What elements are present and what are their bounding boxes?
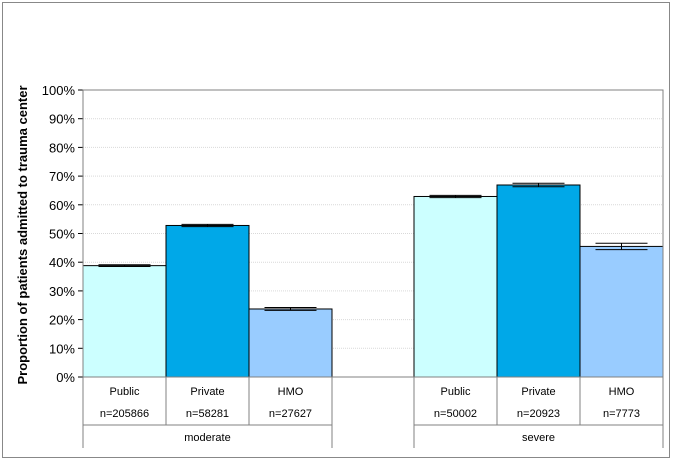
sample-size-label: n=205866 — [100, 408, 149, 420]
category-label: Public — [441, 386, 471, 398]
bar-moderate-private — [165, 224, 250, 378]
plot-area-border — [82, 89, 664, 378]
sample-size-label: n=20923 — [517, 408, 560, 420]
bar-severe-public — [413, 195, 498, 378]
y-tick-label: 80% — [49, 140, 75, 155]
y-tick-label: 100% — [42, 83, 76, 98]
sample-size-label: n=58281 — [186, 408, 229, 420]
bar-severe-private — [496, 184, 581, 378]
y-tick-label: 90% — [49, 112, 75, 127]
sample-size-label: n=27627 — [269, 408, 312, 420]
category-label: HMO — [609, 386, 635, 398]
sample-size-label: n=7773 — [603, 408, 640, 420]
bar-moderate-public — [82, 265, 167, 378]
y-tick-label: 30% — [49, 284, 75, 299]
category-label: Private — [521, 386, 555, 398]
y-axis-label: Proportion of patients admitted to traum… — [15, 85, 30, 384]
y-tick-label: 60% — [49, 198, 75, 213]
y-tick-label: 50% — [49, 227, 75, 242]
sample-size-label: n=50002 — [434, 408, 477, 420]
bar-severe-hmo — [579, 245, 664, 378]
labels: 0% 10% 20% 30% 40% 50% 60% 70% 80% 90% 100% Public n… — [42, 83, 640, 444]
category-label: Public — [110, 386, 140, 398]
y-tick-label: 0% — [56, 370, 75, 385]
bars — [82, 182, 664, 378]
bar-moderate-hmo — [248, 308, 333, 378]
axes — [78, 89, 664, 448]
y-tick-label: 10% — [49, 341, 75, 356]
y-tick-label: 20% — [49, 313, 75, 328]
category-label: Private — [190, 386, 224, 398]
y-tick-label: 70% — [49, 169, 75, 184]
group-label: moderate — [184, 432, 230, 444]
y-tick-label: 40% — [49, 255, 75, 270]
category-label: HMO — [278, 386, 304, 398]
group-label: severe — [522, 432, 555, 444]
